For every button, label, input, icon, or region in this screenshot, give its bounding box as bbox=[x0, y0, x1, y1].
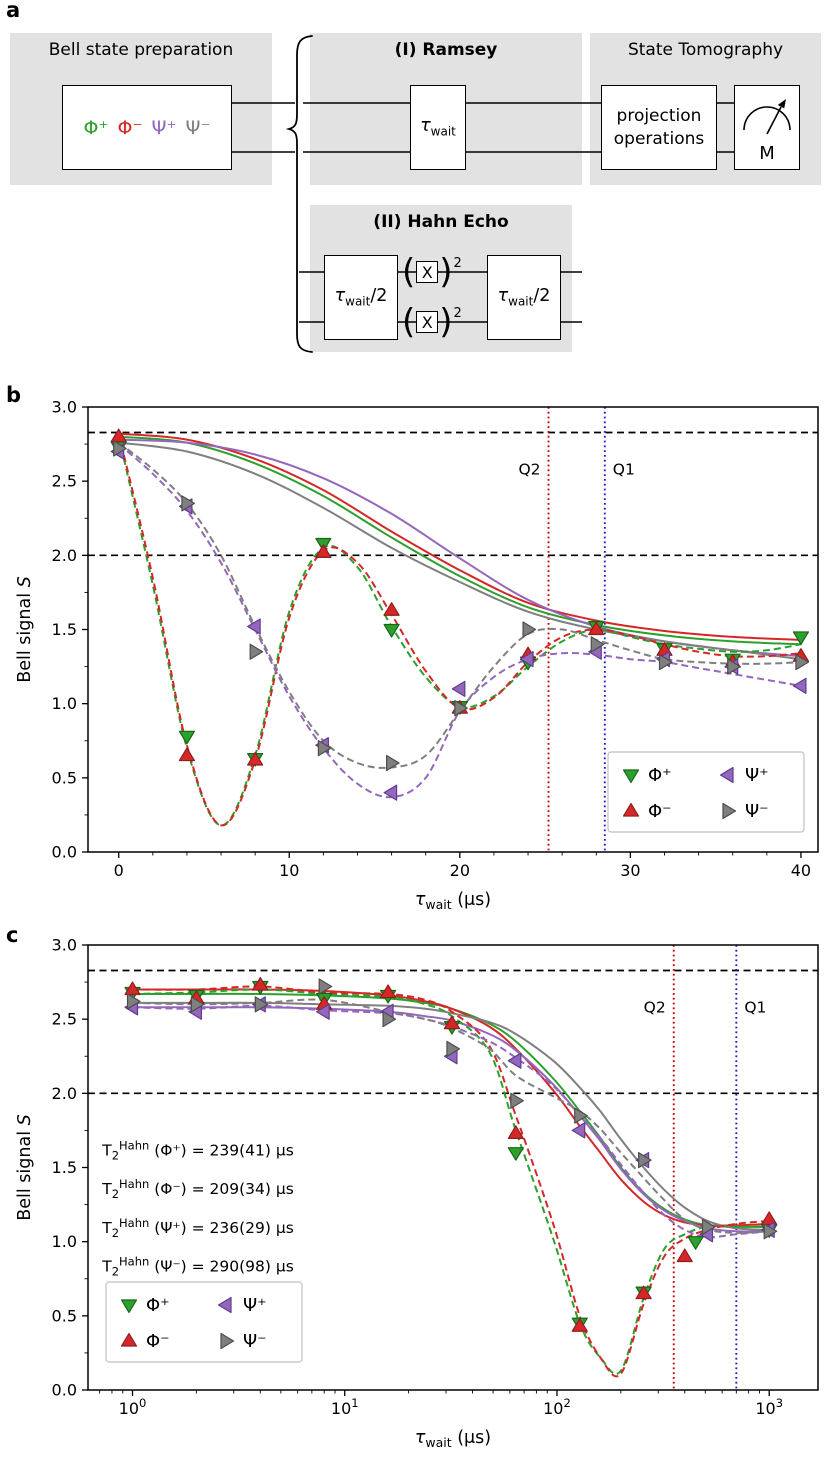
tau-half-gate-left: τwait/2 bbox=[324, 255, 398, 340]
svg-text:0.0: 0.0 bbox=[52, 843, 77, 862]
svg-text:Ψ⁺: Ψ⁺ bbox=[243, 1295, 267, 1316]
bell-prep-title: Bell state preparation bbox=[48, 40, 234, 60]
tomography-title: State Tomography bbox=[627, 40, 784, 60]
measurement-box: M bbox=[734, 85, 800, 170]
svg-text:2.0: 2.0 bbox=[52, 546, 77, 565]
tau-half-gate-right: τwait/2 bbox=[487, 255, 561, 340]
svg-text:3.0: 3.0 bbox=[52, 398, 77, 417]
brace bbox=[285, 35, 313, 353]
hahn-echo-bell-signal-chart: 100 101 102 103 0.0 0.5 1.0 1.5 2.0 2.5 3.0 Q2 Q1 τwa… bbox=[6, 923, 819, 1450]
hahn-echo-title: (II) Hahn Echo bbox=[373, 212, 509, 232]
svg-text:40: 40 bbox=[791, 861, 811, 880]
tau-wait-gate: τwait bbox=[410, 85, 466, 170]
svg-text:0: 0 bbox=[114, 861, 124, 880]
svg-text:102: 102 bbox=[543, 1396, 571, 1418]
svg-text:Φ⁺: Φ⁺ bbox=[146, 1295, 170, 1316]
bell-states-box: Φ⁺ Φ⁻ Ψ⁺ Ψ⁻ bbox=[62, 85, 232, 170]
svg-text:2.5: 2.5 bbox=[52, 1010, 77, 1029]
svg-text:Q1: Q1 bbox=[744, 998, 766, 1016]
bell-state-phi-minus: Φ⁻ bbox=[117, 116, 143, 139]
svg-text:Bell signal S: Bell signal S bbox=[15, 576, 35, 683]
tau-wait-label: τwait bbox=[420, 116, 456, 139]
bell-state-psi-minus: Ψ⁻ bbox=[185, 116, 211, 139]
svg-text:Φ⁻: Φ⁻ bbox=[648, 801, 672, 822]
svg-text:2.5: 2.5 bbox=[52, 472, 77, 491]
x-gate-squared-bottom: ( X ) 2 bbox=[402, 302, 462, 342]
x-gate-icon: X bbox=[416, 311, 439, 333]
x-gate-icon: X bbox=[416, 261, 439, 283]
bell-states: Φ⁺ Φ⁻ Ψ⁺ Ψ⁻ bbox=[84, 117, 211, 139]
svg-text:Bell signal S: Bell signal S bbox=[15, 1114, 35, 1221]
meter-icon bbox=[743, 99, 791, 135]
svg-text:Φ⁺: Φ⁺ bbox=[648, 765, 672, 786]
ramsey-bell-signal-chart: 0 10 20 30 40 0.0 0.5 1.0 1.5 2.0 2.5 3.0 Q2 Q1 τwait … bbox=[6, 383, 819, 912]
tau-half-label: τwait/2 bbox=[334, 286, 388, 309]
svg-text:b: b bbox=[6, 383, 21, 407]
svg-text:T2Hahn (Φ⁻) = 209(34) μs: T2Hahn (Φ⁻) = 209(34) μs bbox=[101, 1177, 294, 1201]
svg-text:103: 103 bbox=[755, 1396, 783, 1418]
svg-text:3.0: 3.0 bbox=[52, 936, 77, 955]
svg-text:Q2: Q2 bbox=[518, 460, 540, 478]
projection-operations-label: projection operations bbox=[613, 106, 705, 149]
projection-operations-box: projection operations bbox=[601, 85, 717, 170]
svg-text:1.5: 1.5 bbox=[52, 620, 77, 639]
svg-text:0.5: 0.5 bbox=[52, 1306, 77, 1325]
svg-text:Φ⁻: Φ⁻ bbox=[146, 1331, 170, 1352]
svg-text:0.5: 0.5 bbox=[52, 768, 77, 787]
svg-text:c: c bbox=[6, 923, 18, 947]
svg-text:1.0: 1.0 bbox=[52, 694, 77, 713]
svg-text:1.0: 1.0 bbox=[52, 1232, 77, 1251]
panel-a-circuit: a Bell state preparation (I) Ramsey Stat… bbox=[0, 0, 831, 380]
ramsey-title: (I) Ramsey bbox=[394, 40, 498, 60]
svg-text:1.5: 1.5 bbox=[52, 1158, 77, 1177]
svg-text:10: 10 bbox=[279, 861, 299, 880]
svg-text:Q2: Q2 bbox=[644, 998, 666, 1016]
svg-text:Ψ⁺: Ψ⁺ bbox=[745, 765, 769, 786]
svg-text:100: 100 bbox=[119, 1396, 147, 1418]
svg-text:T2Hahn (Ψ⁻) = 290(98) μs: T2Hahn (Ψ⁻) = 290(98) μs bbox=[101, 1254, 294, 1278]
svg-text:0.0: 0.0 bbox=[52, 1381, 77, 1400]
svg-text:2.0: 2.0 bbox=[52, 1084, 77, 1103]
svg-text:Ψ⁻: Ψ⁻ bbox=[745, 801, 769, 822]
bell-state-psi-plus: Ψ⁺ bbox=[151, 116, 177, 139]
svg-text:30: 30 bbox=[620, 861, 640, 880]
svg-text:20: 20 bbox=[450, 861, 470, 880]
panel-a-label: a bbox=[6, 0, 21, 22]
svg-text:101: 101 bbox=[331, 1396, 359, 1418]
x-gate-squared-top: ( X ) 2 bbox=[402, 252, 462, 292]
svg-text:Q1: Q1 bbox=[613, 460, 635, 478]
svg-text:τwait (μs): τwait (μs) bbox=[415, 1428, 491, 1450]
svg-text:T2Hahn (Ψ⁺) = 236(29) μs: T2Hahn (Ψ⁺) = 236(29) μs bbox=[101, 1216, 294, 1240]
tau-half-label: τwait/2 bbox=[497, 286, 551, 309]
meter-label: M bbox=[759, 143, 775, 164]
svg-text:T2Hahn (Φ⁺) = 239(41) μs: T2Hahn (Φ⁺) = 239(41) μs bbox=[101, 1139, 294, 1163]
svg-text:τwait (μs): τwait (μs) bbox=[415, 890, 491, 912]
bell-state-phi-plus: Φ⁺ bbox=[83, 116, 109, 139]
svg-text:Ψ⁻: Ψ⁻ bbox=[243, 1331, 267, 1352]
